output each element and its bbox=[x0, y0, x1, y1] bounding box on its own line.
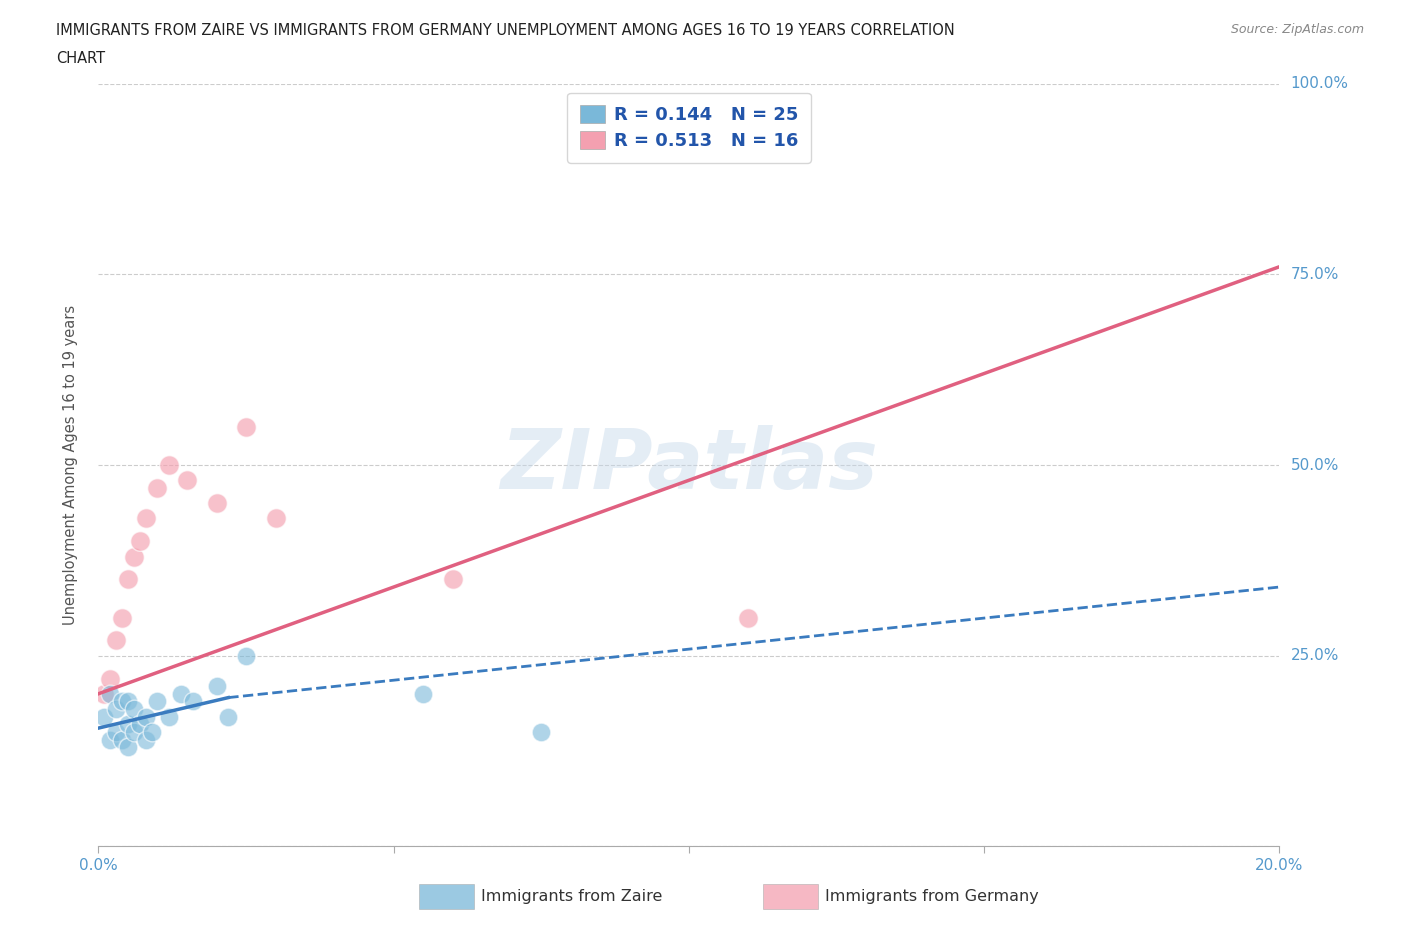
Point bbox=[205, 679, 228, 694]
Point bbox=[737, 610, 759, 625]
Point bbox=[105, 633, 128, 648]
Point bbox=[146, 694, 169, 709]
Point bbox=[111, 694, 134, 709]
Text: Immigrants from Germany: Immigrants from Germany bbox=[825, 889, 1039, 904]
Point bbox=[105, 724, 128, 739]
Point bbox=[128, 717, 150, 732]
Text: Immigrants from Zaire: Immigrants from Zaire bbox=[481, 889, 662, 904]
Point bbox=[441, 572, 464, 587]
Point bbox=[111, 732, 134, 747]
Point bbox=[264, 511, 287, 525]
Point bbox=[181, 694, 204, 709]
Y-axis label: Unemployment Among Ages 16 to 19 years: Unemployment Among Ages 16 to 19 years bbox=[63, 305, 77, 625]
Point bbox=[235, 419, 257, 434]
Point bbox=[205, 496, 228, 511]
Point bbox=[530, 724, 553, 739]
Text: 75.0%: 75.0% bbox=[1291, 267, 1339, 282]
Point bbox=[93, 710, 115, 724]
Text: CHART: CHART bbox=[56, 51, 105, 66]
Point bbox=[170, 686, 193, 701]
Text: Source: ZipAtlas.com: Source: ZipAtlas.com bbox=[1230, 23, 1364, 36]
Point bbox=[122, 724, 145, 739]
Point bbox=[93, 686, 115, 701]
Text: 50.0%: 50.0% bbox=[1291, 458, 1339, 472]
Point bbox=[128, 534, 150, 549]
Point bbox=[217, 710, 239, 724]
Point bbox=[117, 694, 139, 709]
Point bbox=[157, 710, 180, 724]
Point bbox=[122, 549, 145, 564]
Point bbox=[98, 671, 121, 686]
Point bbox=[135, 732, 157, 747]
Point bbox=[105, 701, 128, 716]
Text: IMMIGRANTS FROM ZAIRE VS IMMIGRANTS FROM GERMANY UNEMPLOYMENT AMONG AGES 16 TO 1: IMMIGRANTS FROM ZAIRE VS IMMIGRANTS FROM… bbox=[56, 23, 955, 38]
Point bbox=[98, 732, 121, 747]
Point bbox=[135, 710, 157, 724]
Point bbox=[98, 686, 121, 701]
Point bbox=[122, 701, 145, 716]
Legend: R = 0.144   N = 25, R = 0.513   N = 16: R = 0.144 N = 25, R = 0.513 N = 16 bbox=[567, 93, 811, 163]
Point bbox=[111, 610, 134, 625]
Point bbox=[117, 572, 139, 587]
Point bbox=[235, 648, 257, 663]
Point bbox=[135, 511, 157, 525]
Point bbox=[117, 739, 139, 754]
Point bbox=[412, 686, 434, 701]
Point bbox=[146, 481, 169, 496]
Point bbox=[117, 717, 139, 732]
Point bbox=[176, 472, 198, 487]
Text: 100.0%: 100.0% bbox=[1291, 76, 1348, 91]
Point bbox=[141, 724, 163, 739]
Point bbox=[157, 458, 180, 472]
Text: ZIPatlas: ZIPatlas bbox=[501, 424, 877, 506]
Text: 25.0%: 25.0% bbox=[1291, 648, 1339, 663]
